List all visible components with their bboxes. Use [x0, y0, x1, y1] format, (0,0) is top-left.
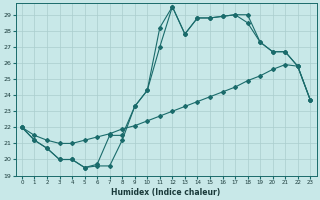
X-axis label: Humidex (Indice chaleur): Humidex (Indice chaleur) — [111, 188, 221, 197]
